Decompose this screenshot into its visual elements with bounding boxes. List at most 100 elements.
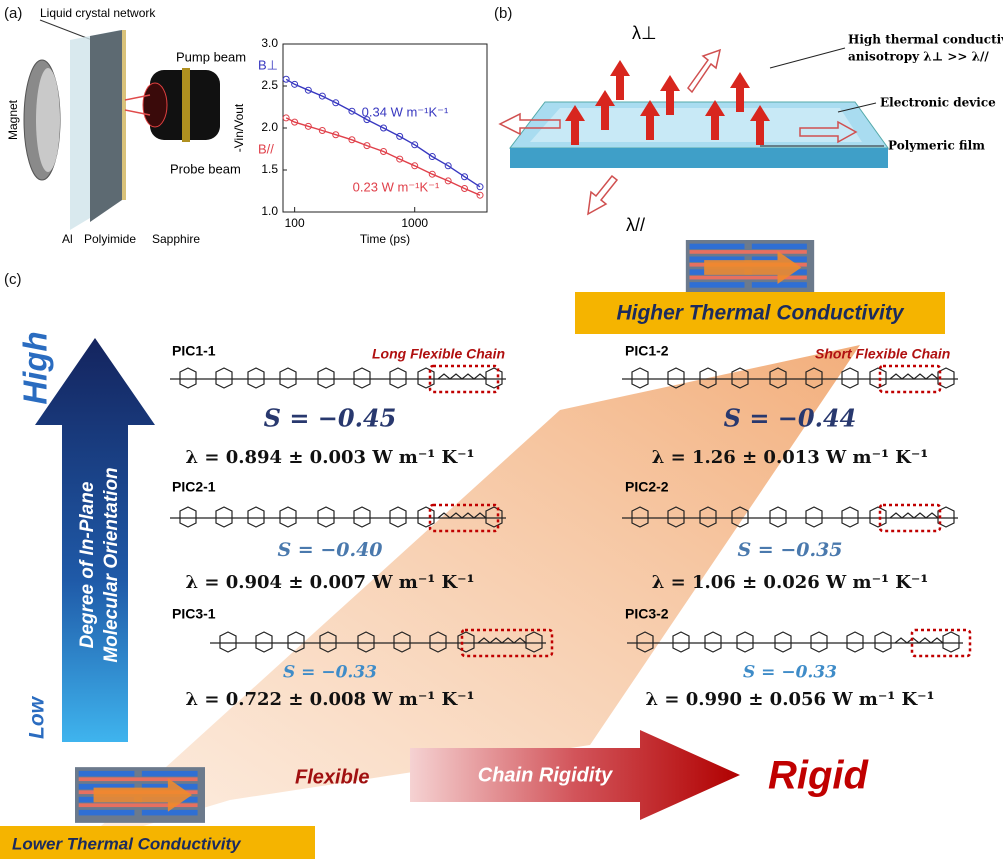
data-point [291,118,299,126]
y-axis-label: -Vin/Vout [232,103,246,152]
stack-icon [75,767,205,823]
data-point [411,141,419,149]
label: Rigid [768,754,870,798]
label: Al [62,232,73,246]
orientation-arrow [35,338,155,742]
label: Probe beam [170,161,241,176]
x-tick-label: 1000 [401,216,428,230]
data-point [282,114,290,122]
order-parameter: S = −0.44 [724,404,857,433]
material-name: PIC2-2 [625,479,669,495]
annotation: 0.34 W m⁻¹K⁻¹ [362,104,449,119]
lambda-label: λ// [626,215,645,235]
beam [124,94,151,116]
label-box [0,826,315,859]
thermal-conductivity: λ = 0.904 ± 0.007 W m⁻¹ K⁻¹ [185,572,474,593]
y-tick-label: 2.5 [261,78,278,92]
data-point [304,122,312,130]
thermal-conductivity: λ = 1.26 ± 0.013 W m⁻¹ K⁻¹ [652,447,929,468]
rigidity-arrow [410,730,740,820]
data-point [291,80,299,88]
y-tick-label: 3.0 [261,36,278,50]
label: Chain Rigidity [478,764,613,786]
thermal-conductivity: λ = 0.894 ± 0.003 W m⁻¹ K⁻¹ [185,447,474,468]
objective-ring [182,68,190,142]
data-point [444,177,452,185]
data-point [318,92,326,100]
order-parameter: S = −0.33 [743,663,837,683]
leader [837,102,877,113]
x-axis-label: Time (ps) [360,232,410,246]
thermal-conductivity: λ = 0.990 ± 0.056 W m⁻¹ K⁻¹ [645,689,934,710]
label: Lower Thermal Conductivity [12,834,242,853]
data-point [411,162,419,170]
plot-area: 1.0 1.5 2.0 2.5 3.0 100 1000 B⊥ 0.34 W m⁻¹K⁻¹ B//… [258,36,484,230]
order-parameter: S = −0.33 [283,663,377,683]
series-line [285,78,481,188]
data-point [380,148,388,156]
lcn-layer [90,30,122,222]
lens [142,82,168,128]
stack-icon [685,240,815,295]
label: Short Flexible Chain [815,346,950,362]
device-side [510,148,888,168]
data-point [428,170,436,178]
label: Sapphire [152,232,200,246]
leader [39,19,93,41]
panel-label: (c) [4,271,22,288]
y-tick-label: 2.0 [261,120,278,134]
material-name: PIC1-1 [172,343,216,359]
y-tick-label: 1.0 [261,204,278,218]
in-plane-arrows [498,48,858,216]
data-point [396,155,404,163]
label: Pump beam [176,49,246,64]
panel-label: (b) [494,5,512,22]
order-parameter: S = −0.40 [277,539,382,561]
label: Flexible [295,766,369,788]
label: Magnet [6,99,20,140]
data-point [363,116,371,124]
annotation: 0.23 W m⁻¹K⁻¹ [353,179,440,194]
material-name: PIC3-2 [625,606,669,622]
label: Polyimide [84,232,136,246]
data-point [348,136,356,144]
data-point [461,184,469,192]
data-point [444,162,452,170]
material-name: PIC2-1 [172,479,216,495]
panel-label: (a) [4,5,22,22]
label: Molecular Orientation [101,467,122,662]
data-point [304,86,312,94]
data-point [318,127,326,135]
label: Higher Thermal Conductivity [616,302,904,325]
film [530,108,862,142]
chain-highlight [428,364,972,658]
x-tick-label: 100 [285,216,305,230]
label-box [575,292,945,334]
trend-arrow [80,345,860,845]
thermal-conductivity: λ = 1.06 ± 0.026 W m⁻¹ K⁻¹ [652,572,929,593]
al-layer [122,30,126,200]
data-point [332,131,340,139]
data-point [461,173,469,181]
label: High thermal conductivity [848,33,1003,47]
lambda-label: λ⊥ [632,23,657,43]
materials: PIC1-1 S = −0.45 λ = 0.894 ± 0.003 W m⁻¹ K… [172,343,935,710]
data-point [380,124,388,132]
y-tick-label: 1.5 [261,162,278,176]
label: anisotropy λ⊥ >> λ// [848,50,989,64]
data-point [396,132,404,140]
label: Liquid crystal network [40,6,156,20]
data-point [476,183,484,191]
order-parameter: S = −0.45 [264,404,397,433]
data-point [348,107,356,115]
data-point [476,191,484,199]
order-parameter: S = −0.35 [737,539,842,561]
label: Polymeric film [888,139,985,153]
label: Degree of In-Plane [77,481,98,648]
material-name: PIC1-2 [625,343,669,359]
data-point [332,99,340,107]
data-point [363,142,371,150]
data-point [428,153,436,161]
material-name: PIC3-1 [172,606,216,622]
